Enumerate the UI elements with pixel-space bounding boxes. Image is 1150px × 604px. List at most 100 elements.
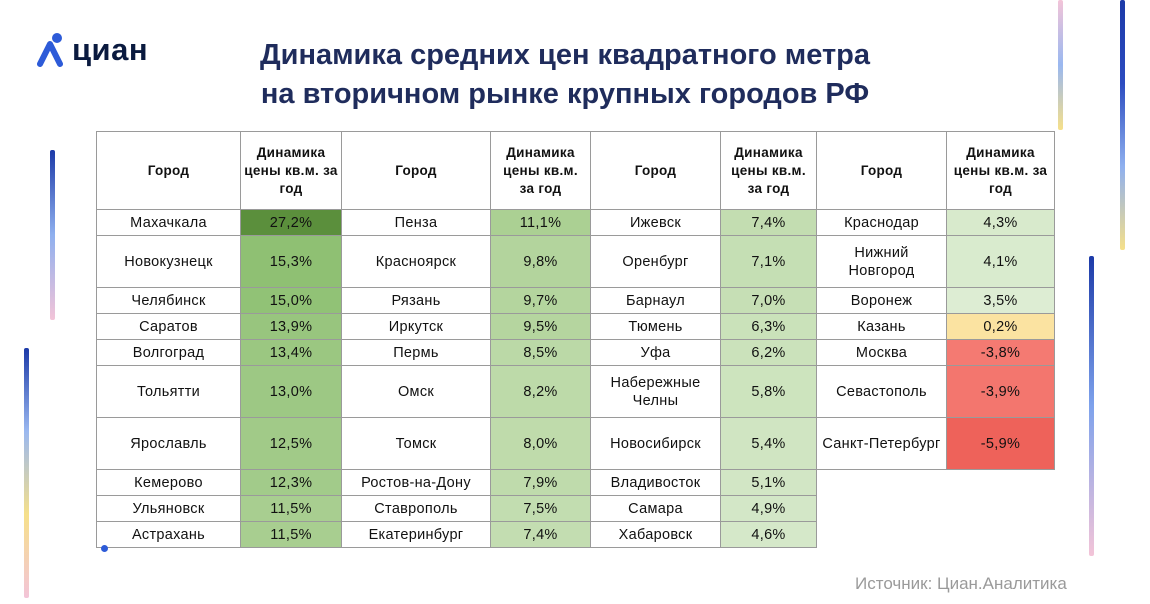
city-cell: Москва: [816, 339, 947, 366]
table-row: Астрахань 11,5% Екатеринбург 7,4% Хабаровск 4…: [96, 521, 1055, 548]
title-line-1: Динамика средних цен квадратного метра: [259, 39, 871, 71]
decor-dot: [101, 545, 108, 552]
change-cell: 6,2%: [720, 339, 817, 366]
city-cell: Рязань: [341, 287, 491, 314]
change-cell: 15,3%: [240, 235, 342, 288]
change-cell: 3,5%: [946, 287, 1055, 314]
change-cell: 11,1%: [490, 209, 591, 236]
decor-stripe: [24, 348, 29, 598]
decor-stripe: [1089, 256, 1094, 556]
change-cell: 8,5%: [490, 339, 591, 366]
change-cell: 9,7%: [490, 287, 591, 314]
city-cell: Нижний Новгород: [816, 235, 947, 288]
change-cell: 6,3%: [720, 313, 817, 340]
change-cell: 4,6%: [720, 521, 817, 548]
page-title: Динамика средних цен квадратного метра н…: [170, 36, 960, 114]
change-cell: 7,9%: [490, 469, 591, 496]
decor-stripe: [1058, 0, 1063, 130]
change-cell: 11,5%: [240, 495, 342, 522]
table-body: Махачкала 27,2% Пенза 11,1% Ижевск 7,4% Красно…: [96, 209, 1055, 548]
header-city: Город: [341, 131, 491, 210]
change-cell: 7,4%: [720, 209, 817, 236]
change-cell: 12,3%: [240, 469, 342, 496]
change-cell: 8,2%: [490, 365, 591, 418]
decor-stripe: [50, 150, 55, 320]
city-cell: Тольятти: [96, 365, 241, 418]
header-change: Динамика цены кв.м. за год: [240, 131, 342, 210]
city-cell: Тюмень: [590, 313, 721, 340]
table-row: Волгоград 13,4% Пермь 8,5% Уфа 6,2% Москва -3,8…: [96, 339, 1055, 366]
city-cell: Хабаровск: [590, 521, 721, 548]
city-cell: Томск: [341, 417, 491, 470]
change-cell: 13,4%: [240, 339, 342, 366]
city-cell: Самара: [590, 495, 721, 522]
city-cell: Ставрополь: [341, 495, 491, 522]
brand-logo: циан: [36, 30, 148, 70]
change-cell: 5,8%: [720, 365, 817, 418]
city-cell: Омск: [341, 365, 491, 418]
change-cell: 4,1%: [946, 235, 1055, 288]
city-cell: Уфа: [590, 339, 721, 366]
title-line-2: на вторичном рынке крупных городов РФ: [260, 78, 870, 110]
change-cell: 15,0%: [240, 287, 342, 314]
city-cell: Барнаул: [590, 287, 721, 314]
header-city: Город: [96, 131, 241, 210]
decor-stripe: [1120, 0, 1125, 250]
price-dynamics-table: Город Динамика цены кв.м. за год Город Д…: [96, 131, 1055, 548]
change-cell: -3,8%: [946, 339, 1055, 366]
change-cell: -5,9%: [946, 417, 1055, 470]
header-city: Город: [816, 131, 947, 210]
city-cell: Новосибирск: [590, 417, 721, 470]
table-row: Саратов 13,9% Иркутск 9,5% Тюмень 6,3% Казань 0…: [96, 313, 1055, 340]
city-cell: Астрахань: [96, 521, 241, 548]
city-cell: Севастополь: [816, 365, 947, 418]
change-cell: 5,1%: [720, 469, 817, 496]
change-cell: 13,9%: [240, 313, 342, 340]
change-cell: 7,1%: [720, 235, 817, 288]
change-cell: 9,8%: [490, 235, 591, 288]
change-cell: 11,5%: [240, 521, 342, 548]
city-cell: Краснодар: [816, 209, 947, 236]
change-cell: 13,0%: [240, 365, 342, 418]
table-row: Кемерово 12,3% Ростов-на-Дону 7,9% Владивост…: [96, 469, 1055, 548]
table-row: Махачкала 27,2% Пенза 11,1% Ижевск 7,4% Красно…: [96, 209, 1055, 236]
city-cell: Кемерово: [96, 469, 241, 496]
change-cell: 27,2%: [240, 209, 342, 236]
change-cell: -3,9%: [946, 365, 1055, 418]
change-cell: 7,5%: [490, 495, 591, 522]
cian-logo-icon: [37, 33, 63, 67]
header-change: Динамика цены кв.м. за год: [946, 131, 1055, 210]
city-cell: Волгоград: [96, 339, 241, 366]
change-cell: 4,3%: [946, 209, 1055, 236]
city-cell: Ростов-на-Дону: [341, 469, 491, 496]
city-cell: Махачкала: [96, 209, 241, 236]
change-cell: 8,0%: [490, 417, 591, 470]
city-cell: Воронеж: [816, 287, 947, 314]
city-cell: Челябинск: [96, 287, 241, 314]
city-cell: Красноярск: [341, 235, 491, 288]
city-cell: Санкт-Петербург: [816, 417, 947, 470]
change-cell: 9,5%: [490, 313, 591, 340]
table-row: Новокузнецк 15,3% Красноярск 9,8% Оренбург 7,…: [96, 235, 1055, 288]
table-row: Ульяновск 11,5% Ставрополь 7,5% Самара 4,9%: [96, 495, 1055, 522]
change-cell: 12,5%: [240, 417, 342, 470]
header-change: Динамика цены кв.м. за год: [490, 131, 591, 210]
city-cell: Новокузнецк: [96, 235, 241, 288]
source-note: Источник: Циан.Аналитика: [855, 574, 1067, 593]
change-cell: 7,4%: [490, 521, 591, 548]
header-change: Динамика цены кв.м. за год: [720, 131, 817, 210]
city-cell: Ульяновск: [96, 495, 241, 522]
empty-cell: [816, 469, 1055, 548]
table-row: Тольятти 13,0% Омск 8,2% Набережные Челны 5,8…: [96, 365, 1055, 418]
city-cell: Пенза: [341, 209, 491, 236]
city-cell: Саратов: [96, 313, 241, 340]
city-cell: Набережные Челны: [590, 365, 721, 418]
city-cell: Оренбург: [590, 235, 721, 288]
change-cell: 0,2%: [946, 313, 1055, 340]
change-cell: 4,9%: [720, 495, 817, 522]
change-cell: 5,4%: [720, 417, 817, 470]
city-cell: Ярославль: [96, 417, 241, 470]
change-cell: 7,0%: [720, 287, 817, 314]
table-row: Ярославль 12,5% Томск 8,0% Новосибирск 5,4% Са…: [96, 417, 1055, 470]
city-cell: Владивосток: [590, 469, 721, 496]
